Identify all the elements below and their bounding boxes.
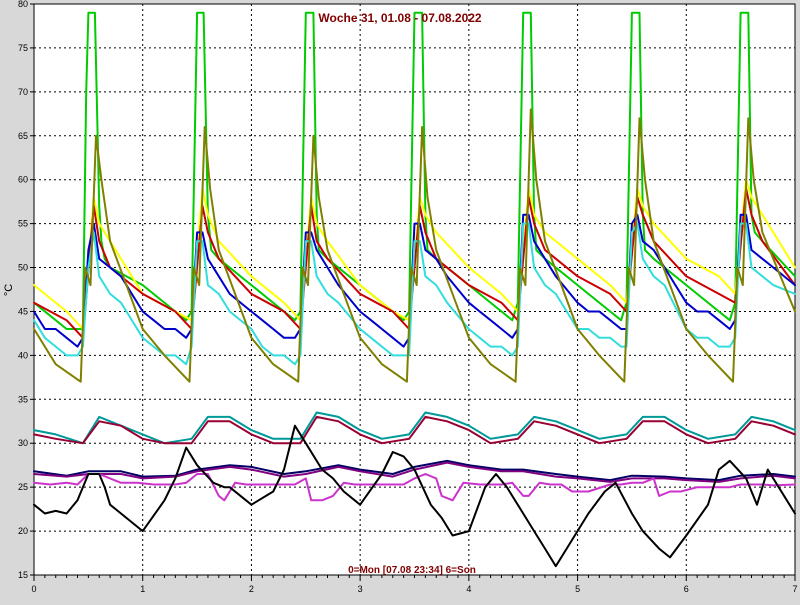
y-tick-label: 65 [18,131,28,141]
series-line-11 [33,473,796,502]
y-tick-label: 20 [18,526,28,536]
x-tick-label: 1 [140,584,145,594]
series-line-1 [33,11,796,330]
y-tick-label: 30 [18,438,28,448]
plot-area [33,3,796,576]
x-tick-label: 2 [249,584,254,594]
y-tick-label: 25 [18,482,28,492]
x-tick-label: 7 [792,584,797,594]
y-axis-label: °C [3,284,15,296]
y-tick-label: 15 [18,570,28,580]
chart-footer: 0=Mon [07.08 23:34] 6=Son [348,565,476,576]
series-layer [33,11,796,568]
y-tick-label: 35 [18,394,28,404]
x-tick-label: 6 [684,584,689,594]
series-line-12 [33,424,796,568]
y-tick-label: 40 [18,350,28,360]
y-tick-label: 60 [18,175,28,185]
x-tick-label: 3 [358,584,363,594]
y-tick-label: 75 [18,43,28,53]
series-line-9 [33,459,796,482]
y-tick-label: 50 [18,263,28,273]
x-tick-label: 5 [575,584,580,594]
y-tick-label: 55 [18,219,28,229]
series-line-6 [33,108,796,383]
y-tick-label: 70 [18,87,28,97]
y-tick-label: 80 [18,0,28,9]
x-tick-label: 4 [466,584,471,594]
chart-title: Woche 31, 01.08 - 07.08.2022 [318,11,482,25]
x-tick-label: 0 [31,584,36,594]
y-tick-label: 45 [18,306,28,316]
series-line-8 [33,415,796,445]
